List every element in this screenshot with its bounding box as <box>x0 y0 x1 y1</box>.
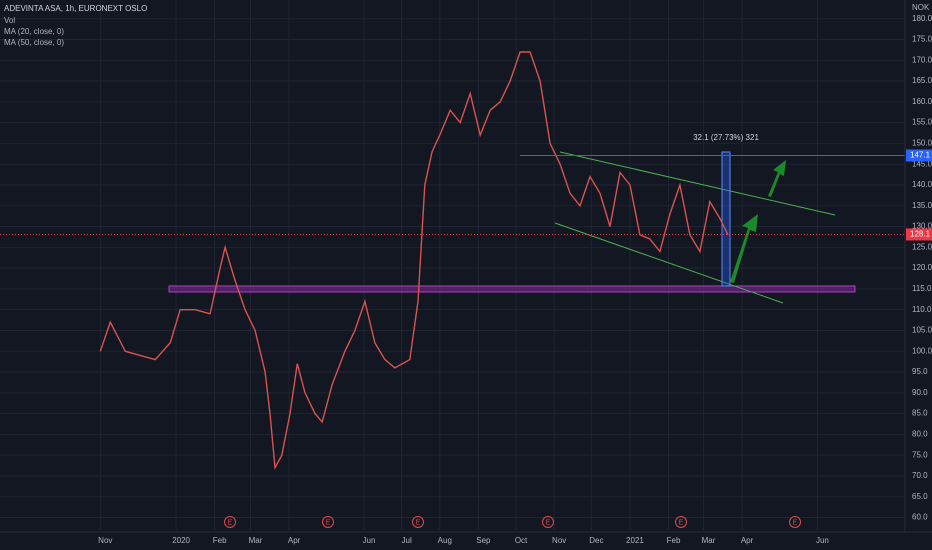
price-marker-box <box>906 149 932 162</box>
earnings-label: E <box>416 519 421 526</box>
earnings-marker <box>412 516 424 528</box>
x-tick-label: Nov <box>552 536 566 545</box>
indicator: MA (50, close, 0) <box>4 38 64 47</box>
indicator: MA (20, close, 0) <box>4 27 64 36</box>
x-tick-label: Mar <box>249 536 263 545</box>
x-tick-label: Jun <box>363 536 376 545</box>
earnings-label: E <box>679 519 684 526</box>
price-marker-box <box>906 228 932 241</box>
x-tick-label: Oct <box>515 536 528 545</box>
x-tick-label: Feb <box>213 536 227 545</box>
y-tick-label: 120.0 <box>912 263 932 272</box>
y-tick-label: 95.0 <box>912 367 928 376</box>
y-tick-label: 140.0 <box>912 180 932 189</box>
earnings-marker <box>322 516 334 528</box>
x-tick-label: Feb <box>667 536 681 545</box>
y-tick-label: 110.0 <box>912 305 932 314</box>
y-tick-label: 115.0 <box>912 284 932 293</box>
earnings-label: E <box>228 519 233 526</box>
arrow <box>730 214 758 283</box>
y-tick-label: 155.0 <box>912 118 932 127</box>
x-tick-label: Apr <box>288 536 301 545</box>
y-tick-label: 170.0 <box>912 55 932 64</box>
y-tick-label: 130.0 <box>912 222 932 231</box>
y-tick-label: 80.0 <box>912 430 928 439</box>
earnings-marker <box>789 516 801 528</box>
channel-upper <box>559 151 836 216</box>
earnings-marker <box>542 516 554 528</box>
y-tick-label: 145.0 <box>912 159 932 168</box>
measure-label: 32.1 (27.73%) 321 <box>693 133 759 142</box>
x-tick-label: Mar <box>702 536 716 545</box>
x-tick-label: Dec <box>589 536 603 545</box>
indicator: Vol <box>4 16 15 25</box>
y-tick-label: 90.0 <box>912 388 928 397</box>
x-tick-label: Sep <box>476 536 491 545</box>
y-tick-label: 175.0 <box>912 35 932 44</box>
price-marker-label: 147.1 <box>910 151 931 160</box>
price-marker-label: 128.1 <box>910 230 931 239</box>
earnings-label: E <box>546 519 551 526</box>
y-tick-label: 65.0 <box>912 492 928 501</box>
y-tick-label: 105.0 <box>912 326 932 335</box>
y-tick-label: 60.0 <box>912 513 928 522</box>
y-tick-label: 165.0 <box>912 76 932 85</box>
earnings-marker <box>675 516 687 528</box>
x-tick-label: Jun <box>816 536 829 545</box>
y-tick-label: 100.0 <box>912 346 932 355</box>
x-tick-label: 2020 <box>172 536 190 545</box>
earnings-label: E <box>793 519 798 526</box>
y-tick-label: 75.0 <box>912 450 928 459</box>
x-tick-label: Nov <box>98 536 112 545</box>
y-tick-label: 85.0 <box>912 409 928 418</box>
plot <box>0 51 905 470</box>
earnings-label: E <box>326 519 331 526</box>
grid <box>0 0 905 530</box>
x-tick-label: Aug <box>438 536 452 545</box>
y-tick-label: 150.0 <box>912 139 932 148</box>
unit-label: NOK <box>912 3 930 12</box>
y-tick-label: 70.0 <box>912 471 928 480</box>
y-tick-label: 160.0 <box>912 97 932 106</box>
chart-title: ADEVINTA ASA, 1h, EURONEXT OSLO <box>4 4 147 13</box>
support-zone <box>168 285 856 293</box>
channel-lower <box>554 222 784 304</box>
x-tick-label: Apr <box>741 536 754 545</box>
x-tick-label: Jul <box>402 536 412 545</box>
y-tick-label: 180.0 <box>912 14 932 23</box>
measure-box <box>721 151 731 287</box>
y-tick-label: 125.0 <box>912 242 932 251</box>
earnings-marker <box>224 516 236 528</box>
x-tick-label: 2021 <box>626 536 644 545</box>
price-line <box>99 51 729 470</box>
y-tick-label: 135.0 <box>912 201 932 210</box>
arrow <box>768 160 786 197</box>
